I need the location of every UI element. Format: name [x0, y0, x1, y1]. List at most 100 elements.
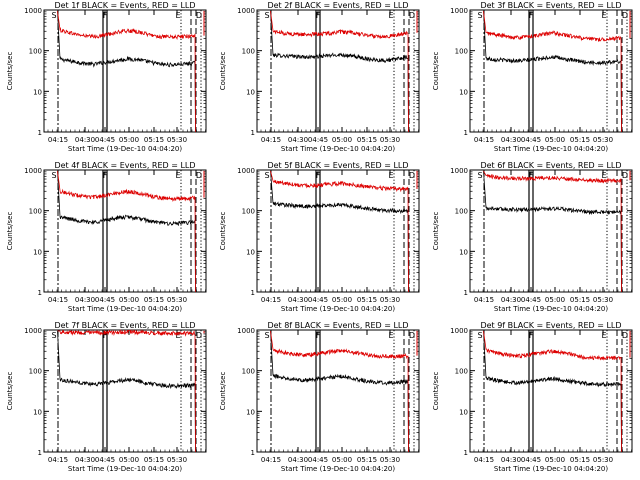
plot-frame	[256, 169, 420, 293]
marker-label: S	[264, 171, 269, 180]
x-tick-label: 04:15	[48, 456, 68, 464]
x-tick-label: 04:30	[75, 296, 95, 304]
marker-label: F	[316, 11, 321, 20]
y-tick-label: 1000	[24, 327, 42, 335]
y-tick-label: 100	[455, 368, 468, 376]
plot-frame	[43, 169, 207, 293]
chart-svg: Det 4f BLACK = Events, RED = LLD 1 10 100 10…	[6, 161, 207, 313]
y-tick-label: 10	[459, 248, 468, 256]
marker-label: E	[601, 171, 606, 180]
x-axis-label: Start Time (19-Dec-10 04:04:20)	[494, 145, 608, 153]
x-tick-label: 05:15	[144, 296, 164, 304]
detector-panel: Det 6f BLACK = Events, RED = LLD 1 10 100 10…	[426, 160, 639, 320]
chart-title: Det 8f BLACK = Events, RED = LLD	[267, 321, 408, 330]
x-tick-label: 04:15	[48, 136, 68, 144]
x-tick-label: 04:45	[308, 456, 328, 464]
chart-title: Det 1f BLACK = Events, RED = LLD	[54, 1, 195, 10]
y-tick-label: 10	[33, 88, 42, 96]
y-tick-label: 100	[242, 368, 255, 376]
x-tick-label: 05:15	[570, 296, 590, 304]
marker-label: S	[477, 331, 482, 340]
x-tick-label: 04:30	[288, 296, 308, 304]
events-trace	[483, 170, 622, 293]
x-tick-label: 04:30	[75, 136, 95, 144]
events-trace	[270, 170, 409, 293]
chart-title: Det 6f BLACK = Events, RED = LLD	[480, 161, 621, 170]
marker-label: D	[409, 11, 415, 20]
events-trace	[483, 10, 622, 133]
lld-trace	[57, 10, 196, 133]
y-tick-label: 1	[38, 129, 42, 137]
lld-trace	[483, 170, 622, 293]
plot-frame	[43, 329, 207, 453]
marker-label: D	[622, 171, 628, 180]
lld-trace	[483, 330, 622, 453]
marker-label: S	[51, 331, 56, 340]
plot-frame	[469, 9, 633, 133]
y-axis-label: Counts/sec	[432, 372, 440, 411]
x-tick-label: 04:30	[501, 296, 521, 304]
chart-svg: Det 2f BLACK = Events, RED = LLD 1 10 100 10…	[219, 1, 420, 153]
y-tick-label: 1000	[237, 327, 255, 335]
events-trace	[270, 10, 409, 133]
x-tick-label: 04:15	[474, 456, 494, 464]
y-tick-label: 10	[459, 408, 468, 416]
x-tick-label: 05:15	[144, 456, 164, 464]
y-tick-label: 10	[246, 408, 255, 416]
detector-panel: Det 8f BLACK = Events, RED = LLD 1 10 100 10…	[213, 320, 426, 480]
x-tick-label: 05:30	[167, 136, 187, 144]
marker-label: E	[601, 11, 606, 20]
events-trace	[57, 330, 196, 453]
detector-panel: Det 5f BLACK = Events, RED = LLD 1 10 100 10…	[213, 160, 426, 320]
marker-label: D	[409, 171, 415, 180]
x-tick-label: 05:15	[570, 136, 590, 144]
x-axis-label: Start Time (19-Dec-10 04:04:20)	[281, 145, 395, 153]
y-tick-label: 10	[33, 248, 42, 256]
x-tick-label: 05:30	[593, 136, 613, 144]
lld-trace	[270, 10, 409, 133]
chart-svg: Det 1f BLACK = Events, RED = LLD 1 10 100 10…	[6, 1, 207, 153]
y-tick-label: 1000	[450, 167, 468, 175]
x-tick-label: 04:15	[261, 136, 281, 144]
chart-svg: Det 5f BLACK = Events, RED = LLD 1 10 100 10…	[219, 161, 420, 313]
marker-label: D	[622, 331, 628, 340]
plot-frame	[469, 169, 633, 293]
chart-title: Det 5f BLACK = Events, RED = LLD	[267, 161, 408, 170]
y-tick-label: 100	[455, 208, 468, 216]
y-tick-label: 1000	[24, 7, 42, 15]
y-axis-label: Counts/sec	[219, 212, 227, 251]
x-tick-label: 04:15	[474, 136, 494, 144]
x-tick-label: 05:15	[144, 136, 164, 144]
marker-label: E	[388, 11, 393, 20]
marker-label: F	[316, 331, 321, 340]
marker-label: D	[196, 11, 202, 20]
x-tick-label: 04:45	[521, 136, 541, 144]
x-tick-label: 04:45	[308, 296, 328, 304]
marker-label: D	[409, 331, 415, 340]
x-axis-label: Start Time (19-Dec-10 04:04:20)	[68, 145, 182, 153]
y-tick-label: 1	[38, 289, 42, 297]
x-tick-label: 04:45	[521, 296, 541, 304]
x-tick-label: 04:30	[501, 136, 521, 144]
marker-label: S	[477, 171, 482, 180]
x-axis-label: Start Time (19-Dec-10 04:04:20)	[494, 305, 608, 313]
plot-frame	[43, 9, 207, 133]
marker-label: S	[264, 331, 269, 340]
marker-label: F	[103, 171, 108, 180]
y-tick-label: 10	[33, 408, 42, 416]
y-tick-label: 100	[29, 208, 42, 216]
x-tick-label: 05:00	[119, 296, 139, 304]
chart-svg: Det 6f BLACK = Events, RED = LLD 1 10 100 10…	[432, 161, 633, 313]
y-axis-label: Counts/sec	[219, 372, 227, 411]
events-trace	[483, 330, 622, 453]
events-trace	[57, 170, 196, 293]
x-tick-label: 05:00	[332, 296, 352, 304]
marker-label: F	[529, 171, 534, 180]
marker-label: S	[51, 171, 56, 180]
chart-svg: Det 9f BLACK = Events, RED = LLD 1 10 100 10…	[432, 321, 633, 473]
lld-trace	[57, 329, 196, 453]
plot-frame	[256, 329, 420, 453]
marker-label: D	[622, 11, 628, 20]
x-tick-label: 05:30	[380, 296, 400, 304]
